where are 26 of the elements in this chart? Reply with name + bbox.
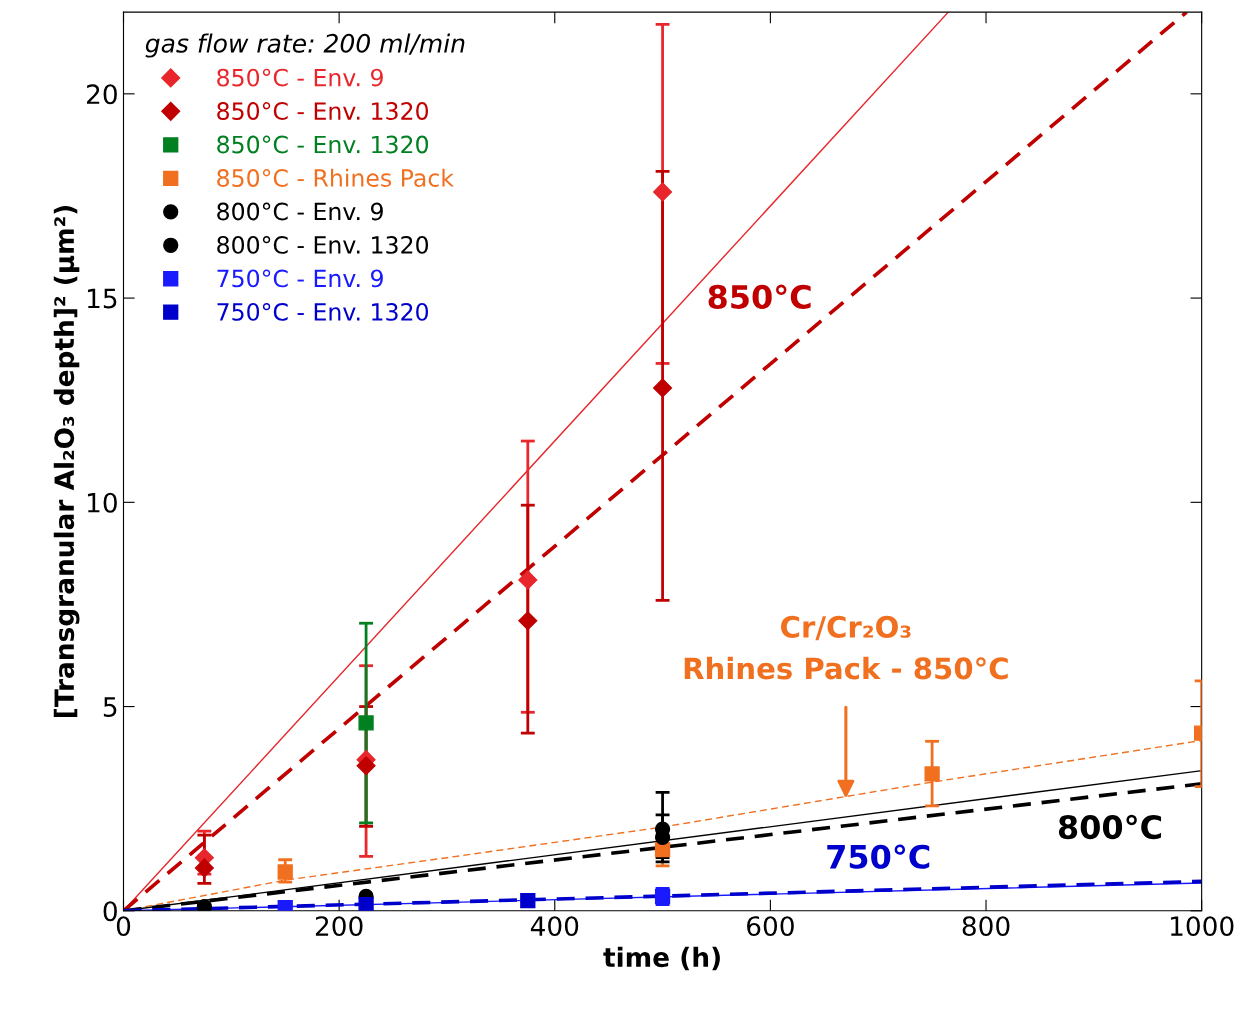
x-tick-label: 400 [530,916,579,937]
x-tick-label: 800 [962,916,1010,937]
annotation: 750°C [827,844,930,869]
x-tick-label: 600 [747,916,794,937]
legend-label: 800°C - Env. 9 [217,202,383,221]
legend-label: 850°C - Rhines Pack [217,168,454,187]
y-tick-label: 15 [87,288,117,309]
x-tick-label: 0 [116,916,131,937]
legend-label: 850°C - Env. 1320 [217,135,429,154]
y-axis-title: [Transgranular Al₂O₃ depth]² (µm²) [53,205,80,717]
x-axis-title: time (h) [603,946,720,971]
annotation: 850°C [708,284,811,309]
legend-label: 850°C - Env. 1320 [217,102,429,120]
y-tick-label: 20 [86,84,117,105]
y-tick-label: 5 [103,697,117,717]
legend-label: 750°C - Env. 9 [217,269,383,288]
legend-label: 850°C - Env. 9 [217,68,383,87]
legend-label: 750°C - Env. 1320 [217,302,429,321]
annotation: 800°C [1058,814,1162,840]
x-tick-label: 1000 [1170,916,1234,937]
legend-title: gas flow rate: 200 ml/min [145,33,465,58]
x-tick-label: 200 [315,916,363,937]
y-tick-label: 0 [103,901,117,922]
y-tick-label: 10 [87,492,117,513]
annotation: Cr/Cr₂O₃ Rhines Pack - 850°C [684,615,1008,680]
legend-label: 800°C - Env. 1320 [217,236,429,254]
